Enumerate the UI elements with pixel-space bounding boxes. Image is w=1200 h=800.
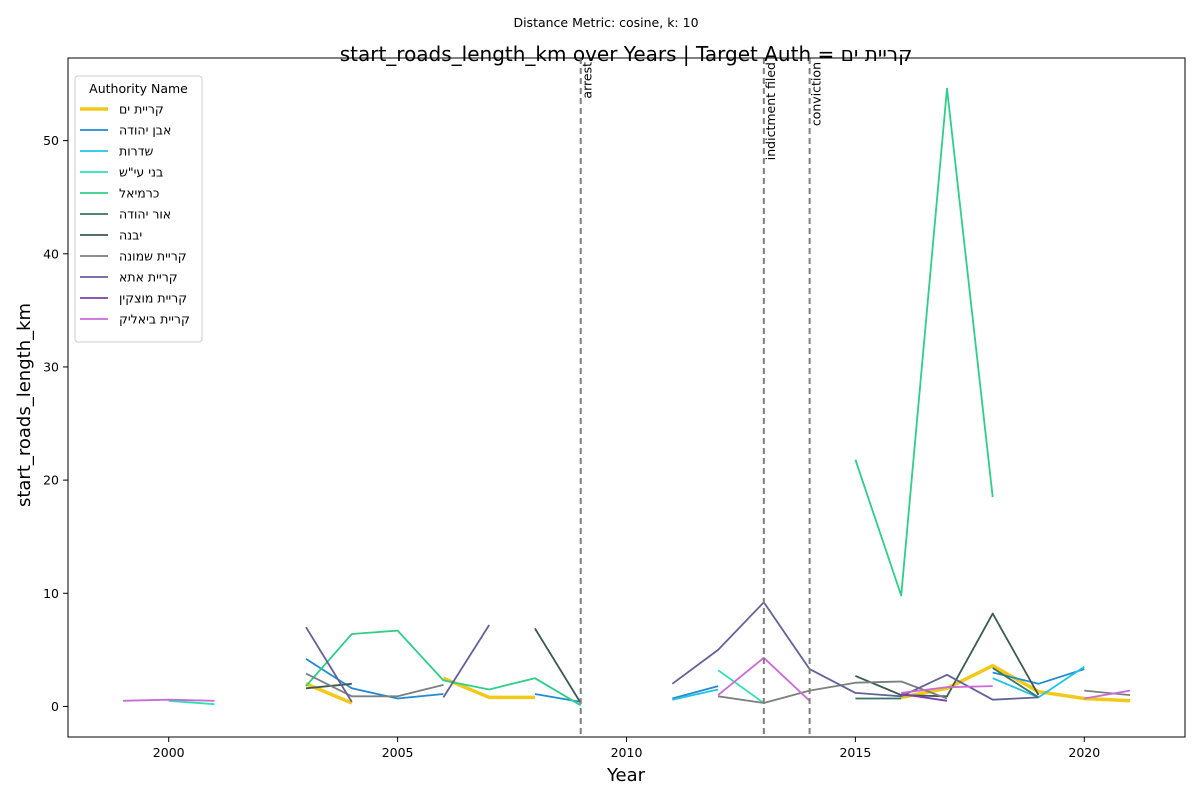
- legend: Authority Name קריית ים אבן יהודה שדרות בני …: [74, 75, 203, 343]
- legend-label-6: יבנה: [119, 228, 142, 243]
- x-tick-label-0: 2000: [153, 745, 185, 760]
- y-tick-label-3: 30: [43, 359, 59, 374]
- series-line-1: [305, 658, 1085, 703]
- x-axis-label: Year: [606, 765, 646, 786]
- legend-box: [74, 75, 203, 343]
- series-line-8: [305, 601, 1039, 703]
- plot-frame: [67, 57, 1186, 738]
- y-axis: 0 10 20 30 40 50: [43, 133, 68, 714]
- legend-label-2: שדרות: [119, 144, 154, 159]
- legend-label-0: קריית ים: [119, 102, 164, 117]
- legend-label-5: אור יהודה: [119, 207, 171, 222]
- legend-label-8: קריית אתא: [119, 270, 178, 285]
- legend-title: Authority Name: [89, 81, 188, 96]
- series-line-9: [901, 693, 948, 702]
- chart-title: start_roads_length_km over Years | Targe…: [340, 42, 913, 66]
- legend-label-3: בני עי"ש: [119, 165, 163, 180]
- x-tick-label-4: 2020: [1068, 745, 1100, 760]
- event-label-2: conviction: [809, 62, 824, 126]
- legend-label-7: קריית שמונה: [119, 249, 187, 264]
- legend-label-10: קריית ביאליק: [119, 312, 190, 327]
- series-line-5: [855, 667, 1039, 700]
- event-label-1: indictment filed: [763, 62, 778, 160]
- x-axis: 2000 2005 2010 2015 2020: [153, 737, 1100, 760]
- y-tick-label-2: 20: [43, 473, 59, 488]
- series-lines: [122, 87, 1131, 707]
- series-line-7: [305, 672, 1131, 704]
- y-tick-label-0: 0: [51, 699, 59, 714]
- y-tick-label-5: 50: [43, 133, 59, 148]
- legend-label-9: קריית מוצקין: [119, 291, 187, 306]
- legend-label-4: כרמיאל: [119, 186, 159, 201]
- x-tick-label-2: 2010: [611, 745, 643, 760]
- event-markers: arrest indictment filed conviction: [579, 58, 824, 737]
- event-label-0: arrest: [580, 62, 595, 99]
- x-tick-label-3: 2015: [839, 745, 871, 760]
- series-line-4: [305, 87, 994, 707]
- legend-label-1: אבן יהודה: [119, 123, 171, 138]
- y-tick-label-1: 10: [43, 586, 59, 601]
- x-tick-label-1: 2005: [382, 745, 414, 760]
- y-tick-label-4: 40: [43, 246, 59, 261]
- series-line-6: [305, 612, 1040, 704]
- chart-suptitle: Distance Metric: cosine, k: 10: [513, 15, 698, 30]
- y-axis-label: start_roads_length_km: [14, 303, 35, 507]
- series-line-3: [168, 669, 765, 706]
- series-line-10: [122, 656, 1131, 702]
